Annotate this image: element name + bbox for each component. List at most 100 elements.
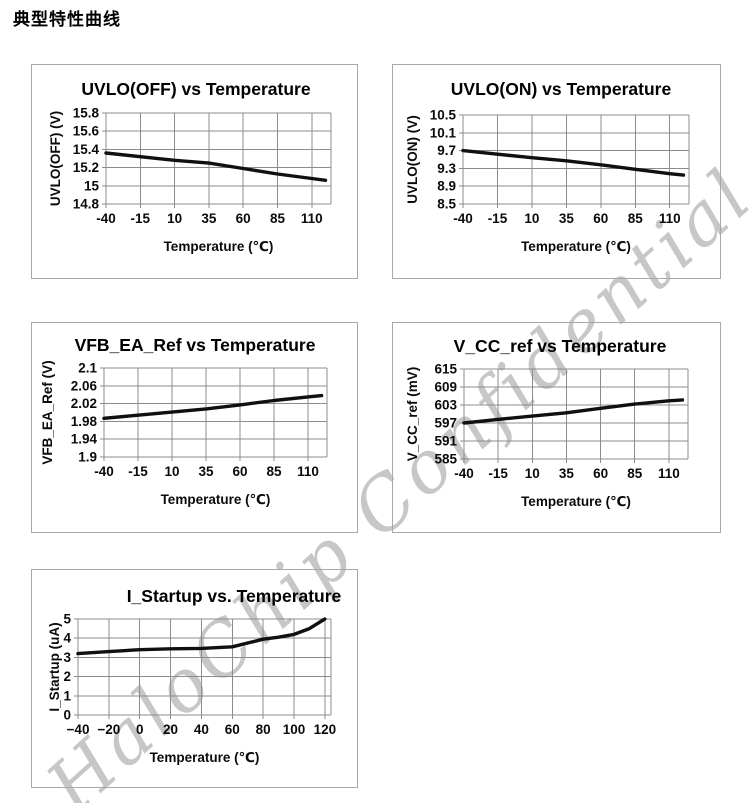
y-tick-label: 15.2 — [73, 160, 99, 175]
x-tick-label: -15 — [488, 211, 508, 226]
chart-canvas-i-startup: I_Startup vs. Temperature 0 1 2 3 4 5 −40 −20 0 20… — [47, 586, 342, 765]
y-tick-label: 10.5 — [430, 108, 457, 123]
x-axis-title: Temperature (℃) — [164, 239, 274, 254]
data-series-line — [461, 148, 686, 177]
x-tick-label: 60 — [236, 211, 251, 226]
chart-i-startup-vs-temperature: I_Startup vs. Temperature 0 1 2 3 4 5 −40 −20 0 20… — [31, 569, 358, 788]
chart-vfb-ea-ref-vs-temperature: VFB_EA_Ref vs Temperature 1.9 1.94 1.98 2.02… — [31, 322, 358, 533]
y-axis-title: V_CC_ref (mV) — [405, 367, 420, 462]
y-tick-label: 15.6 — [73, 124, 100, 139]
y-tick-label: 1.94 — [71, 432, 98, 447]
x-axis-title: Temperature (℃) — [521, 494, 631, 509]
x-tick-label: 10 — [164, 464, 179, 479]
chart-canvas-uvlo-off: UVLO(OFF) vs Temperature 14.8 15 15.2 15.4 15… — [48, 79, 332, 254]
y-tick-label: 591 — [434, 434, 457, 449]
x-tick-label: -40 — [454, 466, 474, 481]
y-tick-label: 603 — [434, 398, 457, 413]
y-tick-label: 2.06 — [71, 378, 98, 393]
x-tick-label: 20 — [163, 722, 178, 737]
x-tick-label: -15 — [488, 466, 508, 481]
x-tick-label: −40 — [67, 722, 90, 737]
x-tick-label: 35 — [559, 211, 575, 226]
y-tick-label: 10.1 — [430, 125, 457, 140]
x-tick-label: -15 — [131, 211, 151, 226]
chart-title: UVLO(ON) vs Temperature — [451, 79, 672, 99]
chart-uvlo-on-vs-temperature: UVLO(ON) vs Temperature 8.5 8.9 9.3 9.7 10.1 1… — [392, 64, 721, 279]
x-tick-label: 100 — [283, 722, 306, 737]
x-tick-label: 35 — [198, 464, 214, 479]
y-tick-label: 585 — [434, 452, 457, 467]
gridlines — [74, 618, 332, 719]
data-series-line — [76, 617, 327, 656]
y-tick-label: 8.9 — [437, 179, 456, 194]
data-series-line — [102, 393, 324, 421]
y-axis-title: VFB_EA_Ref (V) — [40, 360, 55, 464]
x-tick-label: 60 — [225, 722, 240, 737]
gridlines — [102, 112, 332, 208]
x-tick-label: 60 — [593, 466, 608, 481]
x-axis-title: Temperature (℃) — [150, 750, 260, 765]
x-tick-label: 60 — [593, 211, 608, 226]
x-tick-label: 0 — [136, 722, 144, 737]
y-tick-label: 3 — [63, 650, 71, 665]
page-title: 典型特性曲线 — [13, 10, 121, 29]
x-tick-label: 110 — [301, 211, 323, 226]
x-tick-label: 110 — [659, 211, 681, 226]
x-tick-label: 35 — [559, 466, 575, 481]
x-tick-label: 60 — [232, 464, 247, 479]
y-tick-label: 609 — [434, 380, 457, 395]
x-axis-title: Temperature (℃) — [161, 492, 271, 507]
x-tick-label: -40 — [453, 211, 473, 226]
x-tick-label: 110 — [297, 464, 319, 479]
y-tick-label: 15.4 — [73, 142, 100, 157]
y-tick-label: 14.8 — [73, 197, 100, 212]
y-axis-title: UVLO(ON) (V) — [405, 115, 420, 204]
data-series-line — [104, 151, 328, 183]
x-tick-label: 10 — [525, 466, 540, 481]
x-tick-label: 85 — [627, 466, 643, 481]
y-tick-label: 597 — [434, 416, 457, 431]
x-tick-label: 110 — [658, 466, 680, 481]
y-tick-label: 1.98 — [71, 414, 98, 429]
x-tick-label: -40 — [96, 211, 116, 226]
y-tick-label: 15 — [84, 178, 100, 193]
y-axis-title: I_Startup (uA) — [47, 622, 62, 711]
gridlines — [460, 368, 689, 463]
y-tick-label: 8.5 — [437, 197, 456, 212]
y-tick-label: 0 — [63, 708, 71, 723]
y-tick-label: 9.7 — [437, 143, 456, 158]
y-tick-label: 2.02 — [71, 396, 97, 411]
x-tick-label: −20 — [97, 722, 120, 737]
y-tick-label: 1 — [63, 688, 71, 703]
y-tick-label: 2.1 — [78, 361, 97, 376]
chart-canvas-vfb-ea-ref: VFB_EA_Ref vs Temperature 1.9 1.94 1.98 2.02… — [40, 335, 328, 507]
y-tick-label: 9.3 — [437, 161, 456, 176]
y-tick-label: 15.8 — [73, 106, 100, 121]
x-tick-label: 10 — [524, 211, 539, 226]
gridlines — [459, 114, 690, 208]
x-tick-label: 120 — [314, 722, 337, 737]
y-tick-label: 615 — [434, 362, 457, 377]
x-tick-label: 10 — [167, 211, 182, 226]
x-axis-title: Temperature (℃) — [521, 239, 631, 254]
y-tick-label: 2 — [63, 669, 71, 684]
x-tick-label: 85 — [270, 211, 286, 226]
chart-uvlo-off-vs-temperature: UVLO(OFF) vs Temperature 14.8 15 15.2 15.4 15… — [31, 64, 358, 279]
chart-title: V_CC_ref vs Temperature — [454, 336, 667, 356]
y-tick-label: 5 — [63, 612, 71, 627]
y-axis-title: UVLO(OFF) (V) — [48, 111, 63, 206]
x-tick-label: 35 — [201, 211, 217, 226]
gridlines — [100, 367, 328, 461]
chart-title: I_Startup vs. Temperature — [127, 586, 342, 606]
chart-v-cc-ref-vs-temperature: V_CC_ref vs Temperature 585 591 597 603 609 61… — [392, 322, 721, 533]
chart-canvas-v-cc-ref: V_CC_ref vs Temperature 585 591 597 603 609 61… — [405, 336, 689, 509]
y-tick-label: 1.9 — [78, 450, 97, 465]
x-tick-label: -40 — [94, 464, 114, 479]
chart-canvas-uvlo-on: UVLO(ON) vs Temperature 8.5 8.9 9.3 9.7 10.1 1… — [405, 79, 690, 254]
x-tick-label: -15 — [128, 464, 148, 479]
x-tick-label: 85 — [266, 464, 282, 479]
x-tick-label: 40 — [194, 722, 209, 737]
chart-title: VFB_EA_Ref vs Temperature — [75, 335, 316, 355]
y-tick-label: 4 — [63, 631, 71, 646]
